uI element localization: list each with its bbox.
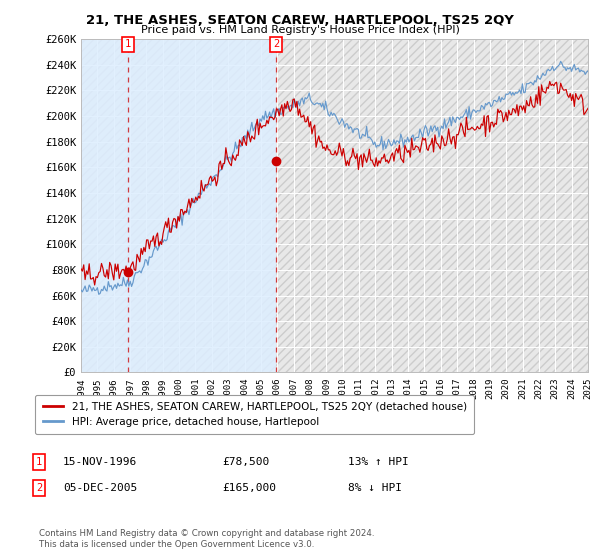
Text: 15-NOV-1996: 15-NOV-1996: [63, 457, 137, 467]
Text: 1: 1: [125, 39, 131, 49]
Text: 05-DEC-2005: 05-DEC-2005: [63, 483, 137, 493]
Text: 1: 1: [36, 457, 42, 467]
Legend: 21, THE ASHES, SEATON CAREW, HARTLEPOOL, TS25 2QY (detached house), HPI: Average: 21, THE ASHES, SEATON CAREW, HARTLEPOOL,…: [35, 394, 474, 435]
Text: 2: 2: [273, 39, 279, 49]
Text: 13% ↑ HPI: 13% ↑ HPI: [348, 457, 409, 467]
Text: 21, THE ASHES, SEATON CAREW, HARTLEPOOL, TS25 2QY: 21, THE ASHES, SEATON CAREW, HARTLEPOOL,…: [86, 14, 514, 27]
Text: £78,500: £78,500: [222, 457, 269, 467]
Text: Contains HM Land Registry data © Crown copyright and database right 2024.
This d: Contains HM Land Registry data © Crown c…: [39, 529, 374, 549]
Bar: [81, 39, 276, 372]
Text: £165,000: £165,000: [222, 483, 276, 493]
Text: 8% ↓ HPI: 8% ↓ HPI: [348, 483, 402, 493]
Text: Price paid vs. HM Land Registry's House Price Index (HPI): Price paid vs. HM Land Registry's House …: [140, 25, 460, 35]
Text: 2: 2: [36, 483, 42, 493]
